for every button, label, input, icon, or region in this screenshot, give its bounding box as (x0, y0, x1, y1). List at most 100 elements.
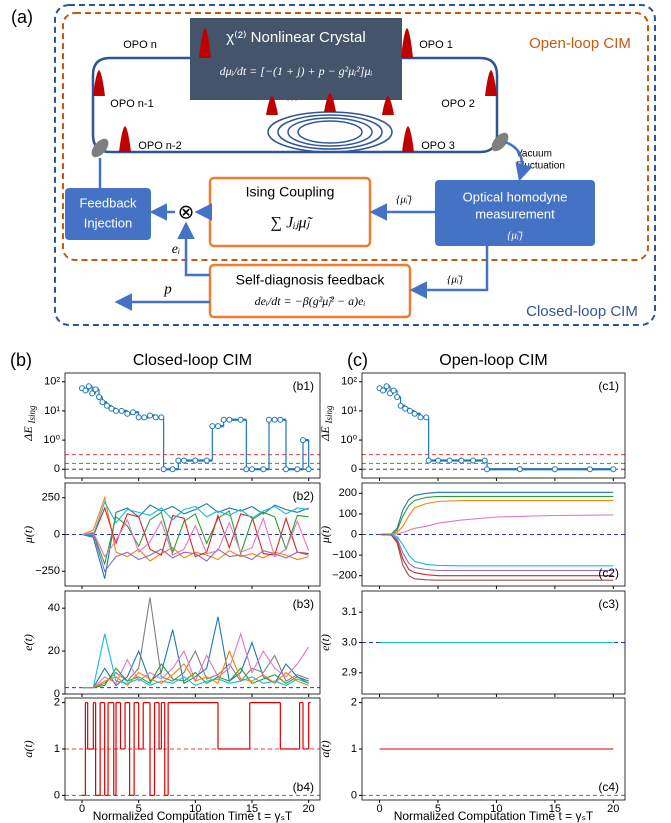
subplot-label: (c2) (598, 566, 619, 580)
marker (216, 424, 221, 429)
y-axis-label: e(t) (21, 634, 35, 651)
y-axis-label: a(t) (21, 740, 35, 757)
marker (210, 424, 215, 429)
opo-label: OPO n-1 (110, 98, 153, 110)
marker (459, 458, 464, 463)
marker (517, 467, 522, 472)
y-axis-label-main: e(t) (21, 634, 35, 651)
multiply-symbol: ⊗ (178, 201, 195, 223)
marker (391, 388, 396, 393)
marker (244, 467, 249, 472)
series-line (82, 597, 309, 687)
marker (485, 467, 490, 472)
marker (384, 384, 389, 389)
y-tick-label: −250 (35, 565, 60, 577)
marker (482, 458, 487, 463)
y-axis-label-main: ΔE (21, 426, 35, 442)
page: (a) Open-loop CIM Closed-loop CIM χ⁽²⁾ N… (0, 0, 671, 823)
marker (170, 467, 175, 472)
y-tick-label: 0 (54, 463, 60, 475)
marker (159, 415, 164, 420)
plot-area (65, 703, 320, 796)
y-tick-label: 10¹ (44, 405, 60, 417)
y-tick-label: 20 (48, 645, 60, 657)
marker (301, 438, 306, 443)
panel-label: (b) (10, 350, 32, 370)
axes-frame (65, 373, 320, 478)
y-axis-label-main: a(t) (21, 740, 35, 757)
y-tick-label: 10⁰ (340, 434, 357, 446)
axes-frame (362, 373, 625, 478)
marker (136, 415, 141, 420)
subplot-label: (c4) (598, 780, 619, 794)
opo-label: OPO n (123, 39, 157, 51)
x-tick-label: 0 (376, 803, 382, 815)
marker (227, 417, 232, 422)
y-tick-label: 10¹ (341, 405, 357, 417)
marker (86, 384, 91, 389)
marker (93, 387, 98, 392)
marker (398, 403, 403, 408)
y-tick-label: 0 (54, 789, 60, 801)
plot-area (65, 384, 320, 472)
subplot-label: (c1) (598, 379, 619, 393)
x-tick-label: 20 (303, 803, 315, 815)
marker (552, 467, 557, 472)
plot-area (65, 597, 320, 687)
marker (306, 467, 311, 472)
marker (238, 417, 243, 422)
marker (250, 467, 255, 472)
y-tick-label: −100 (332, 549, 357, 561)
y-tick-label: 0 (351, 789, 357, 801)
y-axis-label: μ(t) (318, 526, 332, 544)
crystal-equation: dμᵢ/dt = [−(1 + j) + p − g²μᵢ²]μᵢ (220, 64, 373, 78)
x-tick-label: 0 (79, 803, 85, 815)
plot-area (362, 749, 625, 795)
subplot-label: (c3) (598, 597, 619, 611)
marker (272, 417, 277, 422)
subplot-label: (b2) (293, 489, 314, 503)
marker (295, 467, 300, 472)
marker (176, 458, 181, 463)
marker (418, 415, 423, 420)
marker (148, 413, 153, 418)
signal-label: {μ̃ᵢ} (396, 194, 413, 206)
y-tick-label: 10² (44, 376, 60, 388)
series-line (380, 535, 614, 566)
marker (119, 408, 124, 413)
marker (267, 417, 272, 422)
marker (278, 417, 283, 422)
y-axis-label: a(t) (318, 740, 332, 757)
vacuum-label: Fluctuation (516, 161, 565, 172)
y-tick-label: 3.1 (342, 606, 357, 618)
plot-area (65, 498, 320, 579)
series-line (380, 535, 614, 571)
marker (381, 388, 386, 393)
diagnosis-title: Self-diagnosis feedback (236, 272, 386, 288)
y-tick-label: 100 (339, 508, 357, 520)
coupler (88, 136, 111, 161)
fiber-coil (268, 112, 392, 152)
marker (83, 388, 88, 393)
marker (424, 415, 429, 420)
homodyne-label: Optical homodyne (463, 189, 568, 204)
panel-title: Closed-loop CIM (133, 352, 252, 369)
figure: (a) Open-loop CIM Closed-loop CIM χ⁽²⁾ N… (0, 0, 671, 823)
diagnosis-equation: deᵢ/dt = −β(g²μ̃ⱼ² − a)eᵢ (255, 294, 366, 308)
opo-label: OPO 3 (421, 140, 455, 152)
subplot-label: (b1) (293, 379, 314, 393)
y-axis-label-sub: Ising (324, 405, 334, 425)
y-tick-label: 3.0 (342, 636, 357, 648)
y-axis-label-sub: Ising (27, 405, 37, 425)
series-line (380, 535, 614, 581)
y-tick-label: 0 (351, 528, 357, 540)
y-tick-label: 40 (48, 602, 60, 614)
marker (153, 415, 158, 420)
panel-label: (a) (11, 7, 33, 27)
y-axis-label: μ(t) (21, 526, 35, 544)
feedback-injection-label: Feedback (79, 195, 137, 210)
feedback-injection-label: Injection (84, 215, 132, 230)
panel-label: (c) (347, 350, 368, 370)
x-axis-label: Normalized Computation Time t = γₛT (93, 809, 293, 823)
marker (412, 411, 417, 416)
